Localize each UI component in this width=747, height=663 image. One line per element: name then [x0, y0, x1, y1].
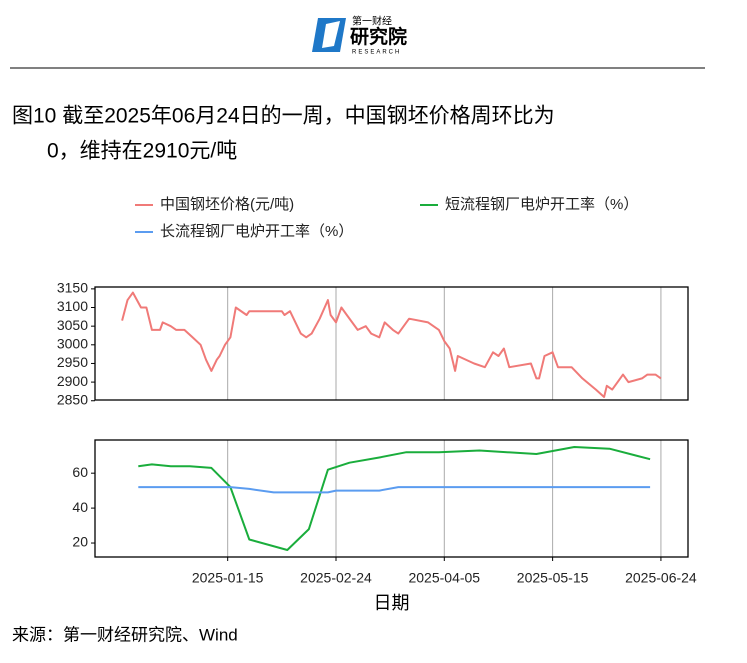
plot-frame [94, 286, 689, 401]
data-line [121, 291, 662, 398]
y-tick-label: 2850 [57, 391, 88, 407]
x-tick-label: 2025-04-05 [408, 570, 480, 586]
title-line: 0，维持在2910元/吨 [47, 140, 237, 163]
y-tick-label: 2900 [57, 373, 88, 389]
plot-frame [94, 439, 689, 558]
legend-label: 长流程钢厂电炉开工率（%） [160, 223, 353, 240]
x-tick-label: 2025-01-15 [192, 570, 264, 586]
y-tick-label: 3100 [57, 298, 88, 314]
x-axis-label: 日期 [374, 593, 410, 613]
data-line [138, 446, 651, 551]
y-tick-label: 3150 [57, 280, 88, 296]
y-tick-label: 20 [72, 534, 88, 550]
y-tick-label: 60 [72, 464, 88, 480]
source: 来源：第一财经研究院、Wind [12, 625, 238, 644]
data-line [138, 486, 651, 494]
legend-label: 短流程钢厂电炉开工率（%） [445, 196, 638, 213]
brand-small: 第一财经 [352, 15, 392, 28]
title-line: 图10 截至2025年06月24日的一周，中国钢坯价格周环比为 [12, 105, 555, 128]
brand-en: RESEARCH [352, 50, 401, 56]
y-tick-label: 2950 [57, 354, 88, 370]
brand: 研究院 [350, 25, 407, 48]
logo-icon-inner [322, 21, 340, 48]
x-tick-label: 2025-02-24 [300, 570, 372, 586]
logo: 第一财经 研究院 RESEARCH [312, 15, 407, 56]
y-tick-label: 40 [72, 499, 88, 515]
y-tick-label: 3050 [57, 317, 88, 333]
x-tick-label: 2025-06-24 [625, 570, 697, 586]
legend-label: 中国钢坯价格(元/吨) [160, 196, 294, 213]
y-tick-label: 3000 [57, 336, 88, 352]
x-tick-label: 2025-05-15 [517, 570, 589, 586]
